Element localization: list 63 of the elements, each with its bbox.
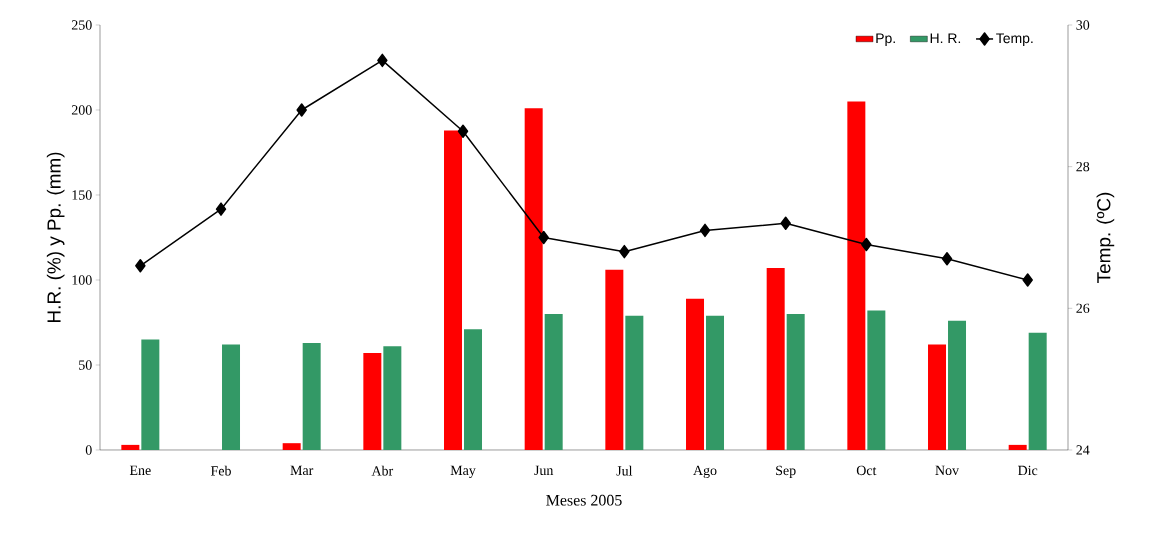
bar — [706, 315, 725, 450]
bar — [928, 344, 947, 450]
bar — [1008, 444, 1027, 450]
bar — [847, 101, 866, 450]
x-tick-label: Ene — [129, 465, 151, 476]
point — [1022, 273, 1033, 287]
point — [215, 202, 227, 216]
point — [861, 237, 872, 252]
point — [941, 251, 953, 266]
x-tick-label: May — [450, 465, 476, 478]
bar — [544, 313, 563, 450]
x-tick-label: Oct — [856, 465, 877, 476]
bar — [786, 313, 805, 450]
bar — [141, 339, 160, 450]
y2-tick-label: 26 — [1076, 303, 1090, 314]
x-tick-label: Nov — [935, 465, 960, 476]
x-tick-label: Dic — [1018, 465, 1038, 476]
legend-label: Temp. — [996, 33, 1033, 46]
x-tick-label: Jun — [534, 465, 554, 476]
point — [619, 244, 630, 259]
bar — [383, 346, 402, 450]
x-axis-title: Meses 2005 — [546, 494, 622, 506]
x-tick-label: Abr — [371, 465, 394, 476]
x-tick-label: Mar — [290, 465, 314, 476]
bar — [302, 342, 321, 450]
bar — [524, 108, 543, 450]
point — [377, 53, 388, 68]
y-tick-label: 250 — [71, 20, 92, 30]
y-tick-label: 100 — [72, 275, 92, 285]
legend-label: H. R. — [930, 33, 961, 44]
y2-tick-label: 28 — [1076, 161, 1090, 172]
bar — [867, 310, 886, 450]
x-tick-label: Feb — [210, 465, 231, 476]
y-tick-label: 0 — [85, 445, 92, 455]
bar — [605, 269, 624, 450]
bar — [948, 320, 967, 450]
point — [699, 223, 711, 238]
bar — [464, 329, 483, 450]
bar — [1028, 332, 1047, 450]
bar — [766, 268, 785, 450]
bar — [222, 344, 241, 450]
y-tick-label: 50 — [79, 360, 92, 370]
x-tick-label: Ago — [693, 465, 717, 478]
legend-label: Pp. — [876, 33, 895, 46]
bar — [625, 315, 644, 450]
y-tick-label: 150 — [72, 190, 92, 200]
bar — [363, 353, 382, 450]
y2-tick-label: 24 — [1076, 445, 1090, 455]
y2-tick-label: 30 — [1076, 20, 1090, 30]
point — [135, 259, 146, 273]
y2-axis-title: Temp. (ºC) — [1096, 192, 1115, 283]
point — [780, 216, 791, 231]
x-tick-label: Jul — [616, 465, 633, 476]
point — [538, 230, 549, 245]
y-tick-label: 200 — [71, 105, 92, 115]
bar — [282, 443, 301, 450]
x-tick-label: Sep — [776, 465, 796, 478]
bar — [121, 444, 140, 450]
bar — [444, 130, 463, 450]
bar — [686, 298, 705, 450]
point — [457, 124, 469, 138]
point — [296, 103, 307, 117]
y-axis-title: H.R. (%) y Pp. (mm) — [46, 152, 65, 322]
